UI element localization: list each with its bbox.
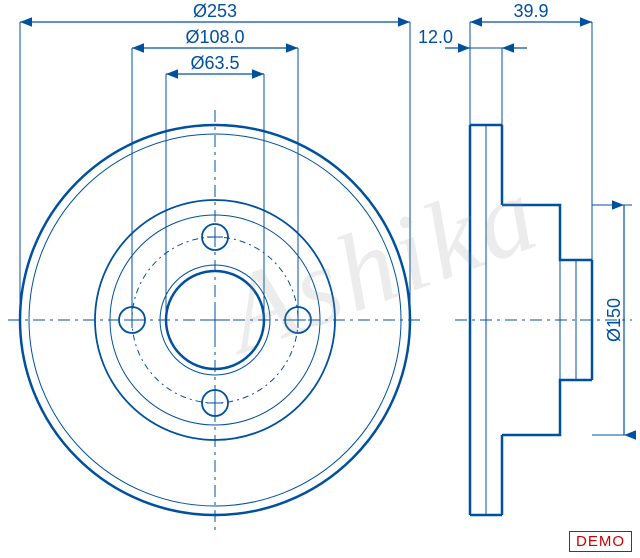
front-view [8,110,422,530]
dim-width-399: 39.9 [513,1,548,21]
dim-thick-12: 12.0 [418,27,453,47]
dim-bolt-circle: Ø108.0 [185,27,244,47]
drawing-canvas: Ø253 Ø108.0 Ø63.5 39.9 [0,0,640,558]
dim-side-dia: Ø150 [604,298,624,342]
demo-badge: DEMO [569,531,632,552]
side-dimensions: 39.9 12.0 Ø150 [418,1,632,435]
dim-hub-dia: Ø63.5 [190,53,239,73]
dim-outer-dia: Ø253 [193,1,237,21]
